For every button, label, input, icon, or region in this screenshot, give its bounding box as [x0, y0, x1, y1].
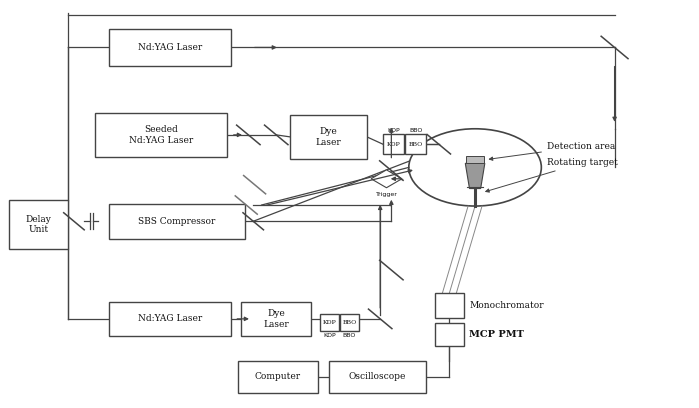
FancyBboxPatch shape	[238, 361, 318, 393]
Text: BBO: BBO	[409, 142, 423, 147]
FancyBboxPatch shape	[95, 113, 227, 157]
FancyBboxPatch shape	[320, 314, 339, 331]
FancyBboxPatch shape	[109, 29, 231, 66]
FancyBboxPatch shape	[435, 293, 464, 318]
Text: Dye
Laser: Dye Laser	[264, 309, 289, 328]
Text: Trigger: Trigger	[375, 192, 398, 197]
FancyBboxPatch shape	[290, 115, 367, 159]
Text: Delay
Unit: Delay Unit	[26, 215, 52, 234]
Polygon shape	[371, 170, 402, 188]
FancyBboxPatch shape	[109, 302, 231, 336]
Text: Dye
Laser: Dye Laser	[316, 127, 341, 146]
FancyBboxPatch shape	[435, 323, 464, 346]
FancyBboxPatch shape	[9, 200, 69, 249]
Text: SBS Compressor: SBS Compressor	[138, 217, 215, 226]
Text: Detection area: Detection area	[489, 142, 615, 160]
Text: KDP: KDP	[323, 333, 336, 338]
FancyBboxPatch shape	[405, 135, 426, 154]
Text: Nd:YAG Laser: Nd:YAG Laser	[138, 315, 202, 324]
Text: Monochromator: Monochromator	[470, 301, 544, 310]
Text: KDP: KDP	[323, 320, 336, 325]
FancyBboxPatch shape	[466, 156, 484, 163]
Text: KDP: KDP	[387, 142, 401, 147]
Text: Rotating target: Rotating target	[486, 158, 618, 192]
Text: Computer: Computer	[255, 373, 301, 381]
FancyBboxPatch shape	[109, 204, 245, 239]
Polygon shape	[466, 163, 485, 188]
Text: BBO: BBO	[409, 128, 422, 133]
FancyBboxPatch shape	[340, 314, 359, 331]
Text: MCP PMT: MCP PMT	[470, 330, 524, 339]
Text: Oscilloscope: Oscilloscope	[349, 373, 406, 381]
Text: BBO: BBO	[343, 333, 356, 338]
Text: BBO: BBO	[343, 320, 357, 325]
Text: Nd:YAG Laser: Nd:YAG Laser	[138, 43, 202, 52]
FancyBboxPatch shape	[383, 135, 404, 154]
FancyBboxPatch shape	[241, 302, 311, 336]
FancyBboxPatch shape	[329, 361, 426, 393]
Text: Seeded
Nd:YAG Laser: Seeded Nd:YAG Laser	[129, 125, 193, 144]
Text: KDP: KDP	[387, 128, 400, 133]
